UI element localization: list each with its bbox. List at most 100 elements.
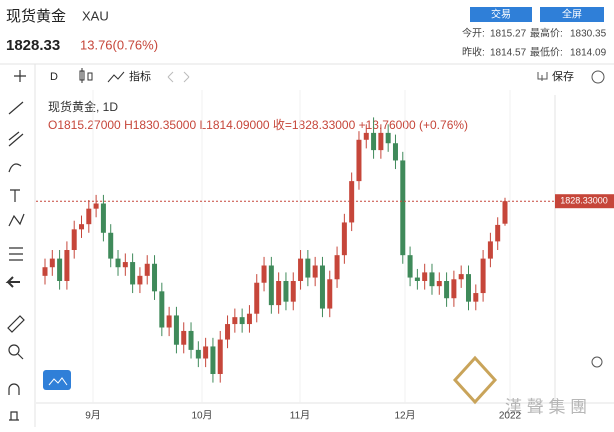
axis-settings[interactable] bbox=[591, 356, 603, 368]
trade-label[interactable]: 交易 bbox=[491, 8, 511, 21]
candle-body bbox=[487, 241, 493, 259]
settings-icon[interactable] bbox=[591, 70, 605, 84]
price: 1828.33 bbox=[6, 37, 60, 54]
candle-body bbox=[159, 291, 165, 328]
save-icon[interactable] bbox=[537, 72, 548, 81]
candle-body bbox=[115, 258, 121, 268]
candle-body bbox=[495, 224, 501, 242]
candle-body bbox=[108, 232, 114, 259]
undo-redo[interactable] bbox=[167, 71, 190, 83]
candle-body bbox=[93, 203, 99, 209]
candle-body bbox=[312, 265, 318, 278]
candle-body bbox=[86, 208, 92, 225]
candle-body bbox=[232, 317, 238, 325]
candle-body bbox=[268, 265, 274, 306]
x-tick-label: 9月 bbox=[85, 410, 101, 422]
candle-body bbox=[64, 250, 70, 281]
candle-body bbox=[246, 313, 252, 325]
price-tag bbox=[555, 194, 614, 209]
candle-body bbox=[261, 265, 267, 283]
candle-body bbox=[356, 139, 362, 182]
save[interactable]: 保存 bbox=[552, 69, 574, 83]
candle-icon[interactable] bbox=[79, 68, 93, 83]
candle-body bbox=[400, 160, 406, 256]
candle-body bbox=[385, 132, 391, 144]
candle-body bbox=[225, 324, 231, 340]
change: 13.76(0.76%) bbox=[80, 37, 158, 52]
candle-body bbox=[458, 274, 464, 280]
stat-value: 1814.57 bbox=[490, 48, 527, 59]
price-tag-label: 1828.33000 bbox=[560, 196, 608, 206]
candle-body bbox=[42, 267, 48, 276]
candle-body bbox=[290, 281, 296, 302]
candle-body bbox=[188, 330, 194, 350]
candle-body bbox=[166, 315, 172, 328]
candle-body bbox=[327, 279, 333, 309]
candle-body bbox=[181, 330, 187, 345]
symbol: XAU bbox=[82, 8, 109, 23]
candle-body bbox=[473, 293, 479, 302]
candle-body bbox=[144, 263, 150, 276]
candle-body bbox=[480, 258, 486, 294]
candle-body bbox=[49, 258, 55, 268]
stat-label: 昨收: bbox=[462, 46, 485, 59]
legend-ohlc: O1815.27000 H1830.35000 L1814.09000 收=18… bbox=[48, 118, 468, 132]
candle-body bbox=[276, 281, 282, 306]
candle-body bbox=[502, 201, 508, 224]
candle-body bbox=[392, 143, 398, 161]
candle-body bbox=[130, 262, 136, 285]
candle-body bbox=[57, 258, 63, 281]
x-tick-label: 2022 bbox=[499, 411, 522, 422]
candle-body bbox=[429, 272, 435, 287]
legend-name: 现货黄金, 1D bbox=[48, 99, 118, 114]
candle-body bbox=[407, 255, 413, 278]
candle-body bbox=[283, 281, 289, 302]
x-tick-label: 10月 bbox=[191, 410, 212, 422]
candle-body bbox=[195, 349, 201, 359]
candle-body bbox=[100, 203, 106, 233]
candle-body bbox=[79, 224, 85, 230]
candle-body bbox=[217, 339, 223, 374]
candle-body bbox=[71, 229, 77, 250]
candle-body bbox=[451, 279, 457, 299]
candle-body bbox=[371, 132, 377, 151]
candle-body bbox=[203, 346, 209, 359]
stat-label: 最高价: bbox=[530, 27, 563, 40]
stat-label: 今开: bbox=[462, 27, 485, 40]
candle-body bbox=[319, 265, 325, 309]
stat-value: 1814.09 bbox=[570, 48, 607, 59]
candle-body bbox=[137, 275, 143, 285]
fullscreen-button[interactable] bbox=[540, 7, 604, 22]
logo-mark bbox=[48, 377, 68, 386]
candle-body bbox=[254, 282, 260, 314]
candle-body bbox=[436, 281, 442, 287]
watermark: 漢 聲 集 團 bbox=[505, 397, 587, 416]
candle-body bbox=[122, 262, 128, 268]
candle-body bbox=[444, 281, 450, 299]
watermark-logo bbox=[452, 355, 498, 405]
candle-body bbox=[152, 263, 158, 292]
candle-body bbox=[305, 258, 311, 278]
candle-body bbox=[414, 277, 420, 281]
indicator-icon[interactable] bbox=[107, 71, 125, 83]
candle-body bbox=[173, 315, 179, 345]
indicators[interactable]: 指标 bbox=[129, 69, 151, 83]
candle-body bbox=[422, 272, 428, 281]
candle-body bbox=[378, 132, 384, 151]
candle-body bbox=[465, 274, 471, 302]
interval[interactable]: D bbox=[50, 71, 58, 83]
x-tick-label: 11月 bbox=[290, 410, 310, 422]
stat-value: 1830.35 bbox=[570, 29, 607, 40]
x-tick-label: 12月 bbox=[394, 410, 415, 422]
drawing-tools[interactable] bbox=[5, 70, 26, 421]
candle-body bbox=[363, 132, 369, 140]
candle-body bbox=[298, 258, 304, 281]
candle-body bbox=[349, 181, 355, 223]
candle-body bbox=[334, 255, 340, 280]
trade-button[interactable] bbox=[470, 7, 532, 22]
stat-label: 最低价: bbox=[530, 46, 563, 59]
candle-body bbox=[210, 346, 216, 374]
fullscreen-label[interactable]: 全屏 bbox=[562, 8, 582, 21]
stat-value: 1815.27 bbox=[490, 29, 527, 40]
